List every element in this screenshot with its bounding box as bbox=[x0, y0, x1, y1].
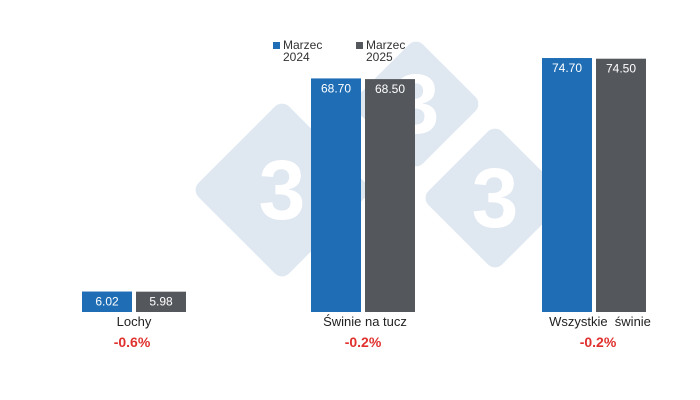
bar bbox=[311, 78, 361, 312]
bar-value-label: 68.50 bbox=[375, 82, 405, 96]
change-percent-label: -0.2% bbox=[345, 334, 382, 350]
bar-value-label: 74.50 bbox=[606, 62, 636, 76]
bar-value-label: 68.70 bbox=[321, 81, 351, 95]
logo-watermark: 333 bbox=[195, 41, 565, 277]
bar bbox=[136, 291, 186, 312]
bar bbox=[542, 58, 592, 312]
watermark-diamond: 3 bbox=[425, 128, 565, 268]
legend-label: 2025 bbox=[366, 50, 393, 64]
bar-value-label: 6.02 bbox=[95, 295, 119, 309]
bars-group: 6.02 68.70 74.70 5.98 68.50 74.50 bbox=[82, 58, 646, 313]
bar bbox=[365, 79, 415, 312]
legend-label: Marzec bbox=[283, 38, 322, 52]
legend-swatch bbox=[273, 42, 280, 49]
bar bbox=[596, 58, 646, 313]
category-label: Świnie na tucz bbox=[323, 314, 407, 329]
bar-value-label: 5.98 bbox=[149, 295, 173, 309]
category-label: Lochy bbox=[117, 314, 152, 329]
change-percent-label: -0.6% bbox=[114, 334, 151, 350]
legend-label: Marzec bbox=[366, 38, 405, 52]
legend-label: 2024 bbox=[283, 50, 310, 64]
category-label: Wszystkie świnie bbox=[549, 314, 651, 329]
labels-group: Lochy -0.6% Świnie na tucz -0.2% Wszystkie ś… bbox=[114, 314, 651, 350]
watermark-digit: 3 bbox=[259, 143, 306, 237]
change-percent-label: -0.2% bbox=[580, 334, 617, 350]
bar-value-label: 74.70 bbox=[552, 61, 582, 75]
watermark-digit: 3 bbox=[472, 151, 519, 245]
watermark-diamond-shape bbox=[425, 128, 565, 268]
legend-swatch bbox=[356, 42, 363, 49]
bar bbox=[82, 291, 132, 312]
